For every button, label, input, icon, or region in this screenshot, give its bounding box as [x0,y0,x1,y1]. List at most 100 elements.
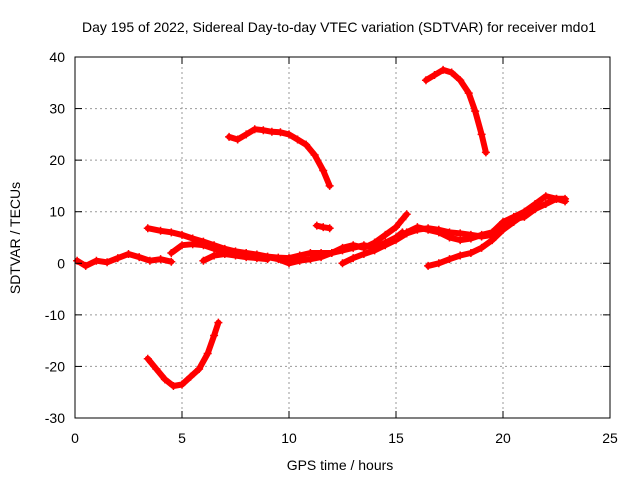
data-point [312,221,321,230]
data-point [392,236,400,245]
data-point [439,65,448,74]
data-point [167,257,176,266]
data-point [561,194,570,203]
data-point [381,230,390,239]
data-point [541,199,550,208]
data-point [531,199,540,208]
data-point [210,251,219,260]
data-point [413,223,422,232]
series-main-band-a [73,250,176,270]
data-point [421,76,430,85]
data-point [325,181,334,190]
data-point [156,255,165,264]
data-point [552,194,561,203]
data-point [231,251,240,260]
y-tick-label: -10 [45,307,65,323]
x-tick-label: 5 [178,430,186,446]
data-point [124,250,133,259]
data-point [250,125,259,134]
data-point [178,241,186,250]
series-upper-arc-b [421,65,490,157]
data-point [225,132,234,141]
data-point [447,68,456,77]
data-point [349,254,358,263]
data-point [274,255,283,264]
data-point [477,130,486,139]
data-point [242,130,251,139]
data-point [464,89,473,98]
data-point [319,166,328,175]
series-main-band-f [402,192,570,245]
y-tick-label: 20 [49,152,65,168]
x-tick-label: 20 [495,430,511,446]
data-point [233,135,242,144]
data-point [434,259,443,268]
data-point [167,248,176,257]
data-point [402,228,411,237]
series-main-band-g [424,210,529,270]
data-point [267,127,276,136]
y-tick-label: 40 [49,49,65,65]
data-point [456,229,465,238]
data-point [456,76,465,85]
data-point [509,218,518,227]
data-point [199,241,208,250]
data-point [325,224,334,233]
data-point [210,331,219,340]
data-point [178,230,186,239]
series-trace [144,319,222,389]
data-point [381,241,390,250]
data-point [456,251,465,260]
y-tick-label: -20 [45,358,65,374]
data-layer [73,65,570,391]
data-point [135,253,144,262]
data-point [306,255,315,264]
data-point [195,365,204,374]
x-tick-label: 0 [71,430,79,446]
data-point [178,380,186,389]
data-point [156,226,165,235]
data-point [477,243,486,252]
data-point [402,210,411,219]
y-tick-label: 0 [57,255,65,271]
data-point [188,240,197,249]
data-point [295,256,304,265]
data-point [349,241,358,250]
data-point [430,71,439,80]
data-point [152,365,161,374]
data-point [310,150,319,159]
y-tick-label: 10 [49,204,65,220]
chart-title: Day 195 of 2022, Sidereal Day-to-day VTE… [82,19,596,35]
data-point [499,218,507,227]
data-point [338,259,347,268]
data-point [317,253,326,262]
data-point [471,107,480,116]
data-point [242,253,251,262]
y-tick-label: 30 [49,101,65,117]
data-point [456,236,465,245]
data-point [398,215,407,224]
data-point [214,318,223,327]
y-axis-label: SDTVAR / TECUs [7,182,23,294]
data-point [319,223,328,232]
data-point [103,258,112,267]
data-point [466,248,475,257]
series-small-segment [312,221,334,233]
data-point [359,250,368,259]
data-point [220,250,229,259]
series-trace [403,193,569,244]
data-point [285,259,293,268]
data-point [302,140,311,149]
data-point [488,236,497,245]
data-point [488,228,497,237]
data-point [143,224,152,233]
series-trace [425,211,528,269]
data-point [338,243,347,252]
data-point [477,230,486,239]
data-point [392,223,400,232]
series-lower-arc [143,318,223,391]
series-upper-arc-a [225,125,334,190]
data-point [293,135,302,144]
data-point [445,233,454,242]
